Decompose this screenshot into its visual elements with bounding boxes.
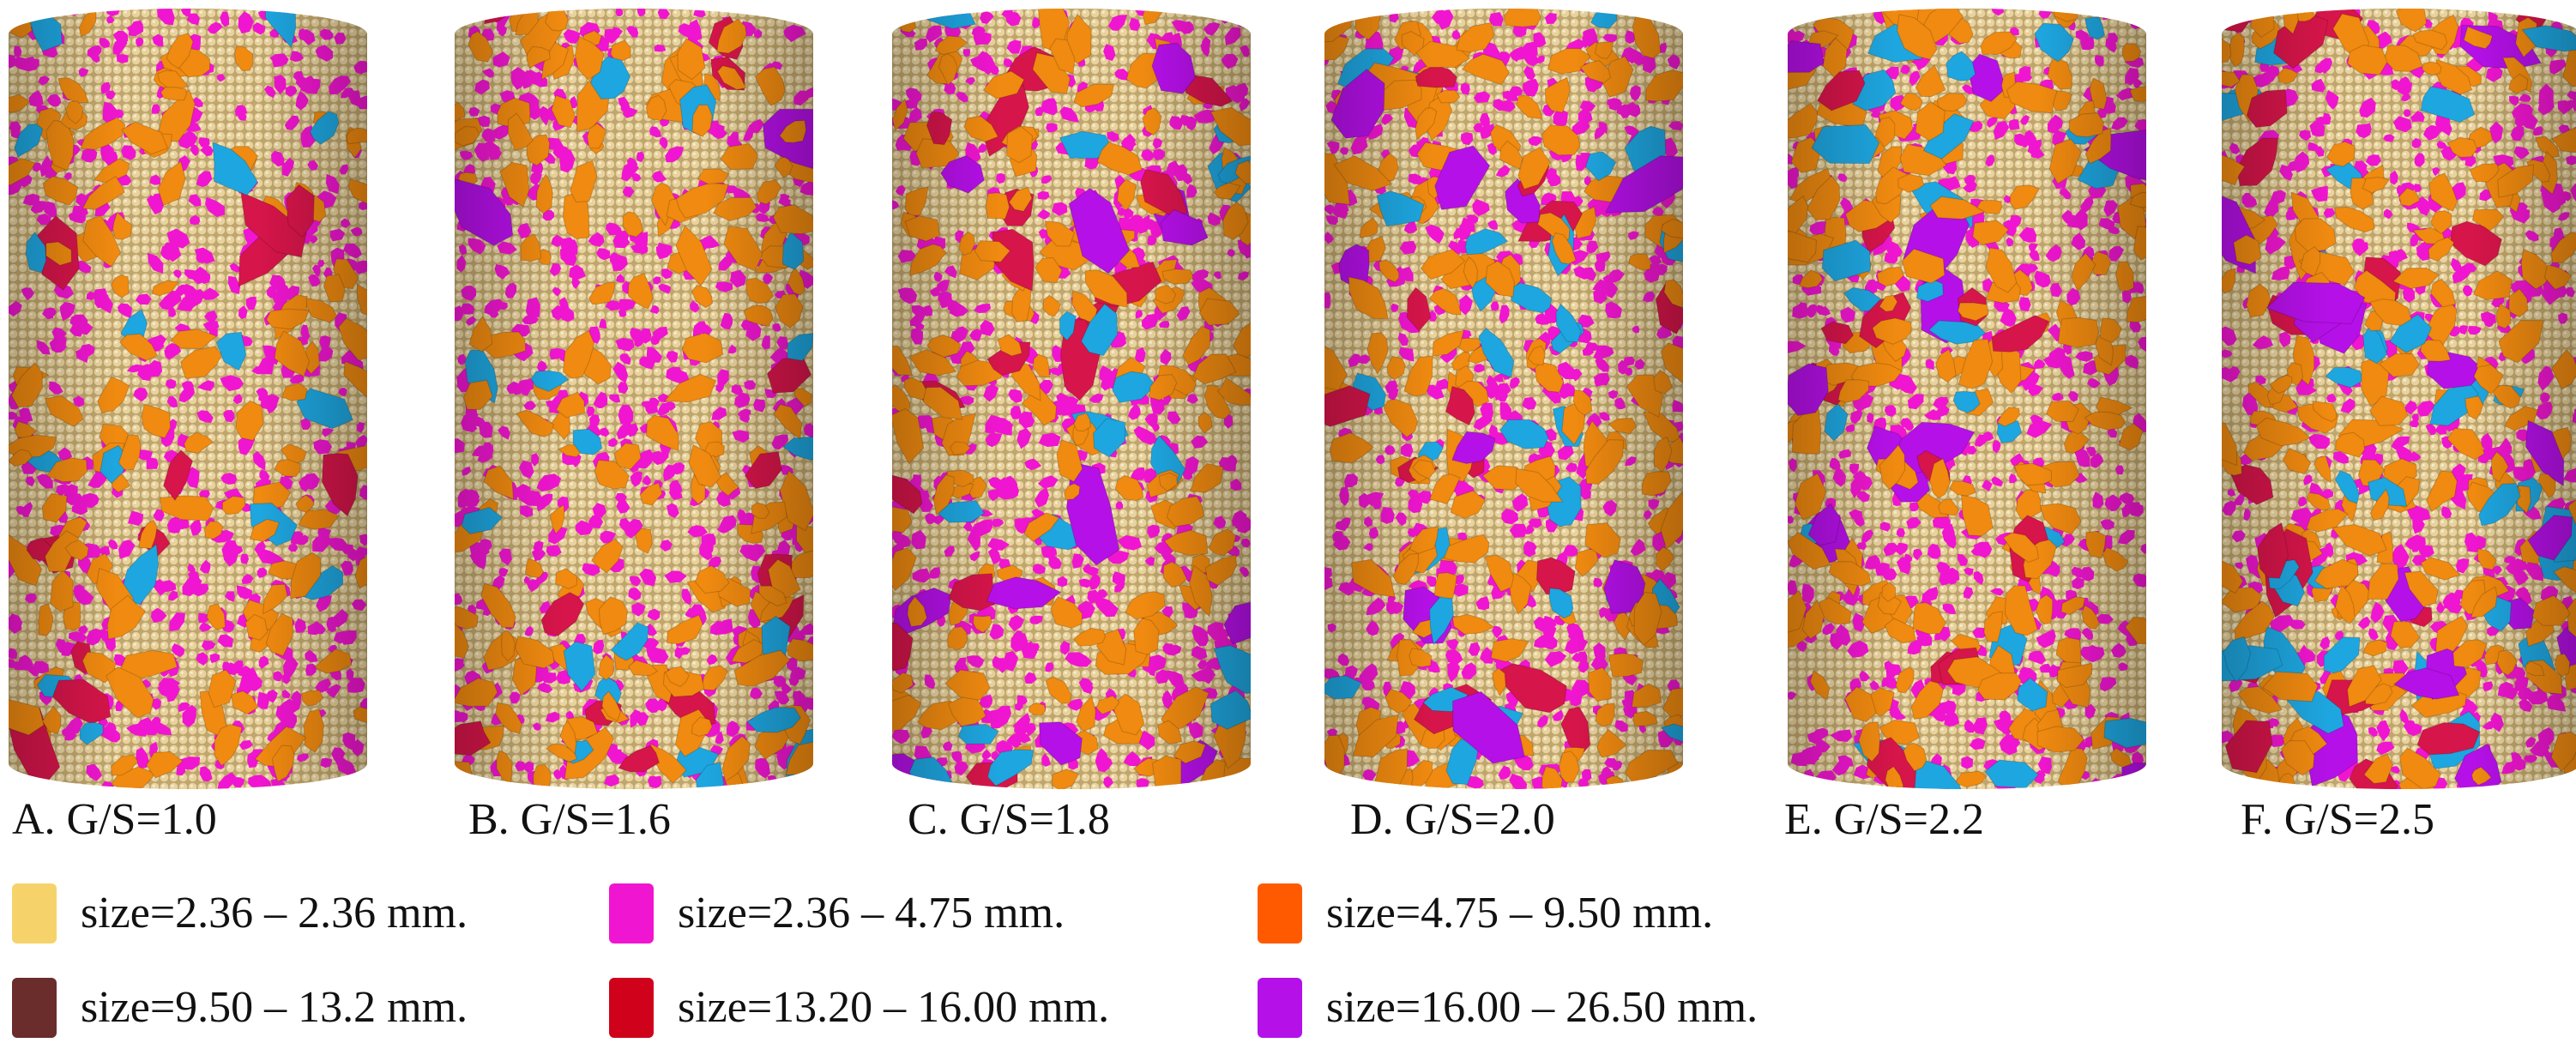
legend-item-fine: size=2.36 – 4.75 mm.	[609, 883, 1065, 943]
specimen-a-label: A. G/S=1.0	[12, 795, 217, 844]
fine-particle	[2569, 777, 2576, 789]
fine-particle	[1207, 779, 1221, 789]
fine-particle	[1354, 782, 1370, 789]
fine-particle	[2106, 9, 2117, 15]
specimen-f-cylinder	[2222, 9, 2576, 789]
legend-label-medium: size=4.75 – 9.50 mm.	[1326, 889, 1714, 937]
specimen-d-label: D. G/S=2.0	[1350, 795, 1555, 844]
specimen-d	[1324, 9, 1683, 789]
specimen-c-cylinder	[892, 9, 1251, 789]
specimen-c-label: C. G/S=1.8	[908, 795, 1110, 844]
fine-particle	[896, 13, 908, 25]
specimen-b-cylinder	[455, 9, 813, 789]
specimen-b-label: B. G/S=1.6	[468, 795, 671, 844]
fine-particle	[1336, 9, 1355, 16]
legend-item-largest: size=16.00 – 26.50 mm.	[1258, 978, 1758, 1038]
fine-particle	[1342, 780, 1351, 788]
specimen-c	[892, 9, 1251, 789]
legend-item-coarse: size=9.50 – 13.2 mm.	[12, 978, 468, 1038]
specimen-e-label: E. G/S=2.2	[1784, 795, 1985, 844]
fine-particle	[2222, 9, 2235, 21]
legend-item-sand: size=2.36 – 2.36 mm.	[12, 883, 468, 943]
legend-label-fine: size=2.36 – 4.75 mm.	[678, 889, 1065, 937]
specimen-a	[9, 9, 367, 789]
fine-particle	[794, 780, 811, 789]
fine-particle	[1801, 775, 1816, 789]
fine-particle	[2555, 780, 2570, 789]
fine-particle	[2096, 781, 2106, 789]
specimen-f-label: F. G/S=2.5	[2241, 795, 2435, 844]
legend-item-large: size=13.20 – 16.00 mm.	[609, 978, 1109, 1038]
legend-swatch-medium	[1258, 883, 1302, 943]
fine-particle	[31, 779, 45, 789]
legend-swatch-fine	[609, 883, 654, 943]
specimen-e-cylinder	[1788, 9, 2146, 789]
legend-swatch-sand	[12, 883, 57, 943]
legend-label-largest: size=16.00 – 26.50 mm.	[1326, 983, 1759, 1032]
legend-swatch-largest	[1258, 978, 1302, 1038]
legend-swatch-coarse	[12, 978, 57, 1038]
legend-label-large: size=13.20 – 16.00 mm.	[678, 983, 1110, 1032]
specimen-e	[1788, 9, 2146, 789]
specimen-d-cylinder	[1324, 9, 1683, 789]
specimen-b	[455, 9, 813, 789]
coarse-particle	[1667, 9, 1683, 27]
fine-particle	[349, 783, 359, 789]
fine-particle	[1360, 9, 1376, 18]
legend-label-sand: size=2.36 – 2.36 mm.	[81, 889, 468, 937]
specimen-a-cylinder	[9, 9, 367, 789]
fine-particle	[2132, 10, 2146, 24]
fine-particle	[29, 9, 39, 14]
fine-particle	[1209, 9, 1220, 16]
fine-particle	[2111, 9, 2124, 15]
legend-swatch-large	[609, 978, 654, 1038]
legend-item-medium: size=4.75 – 9.50 mm.	[1258, 883, 1713, 943]
legend-label-coarse: size=9.50 – 13.2 mm.	[81, 983, 468, 1032]
specimen-f	[2222, 9, 2576, 789]
